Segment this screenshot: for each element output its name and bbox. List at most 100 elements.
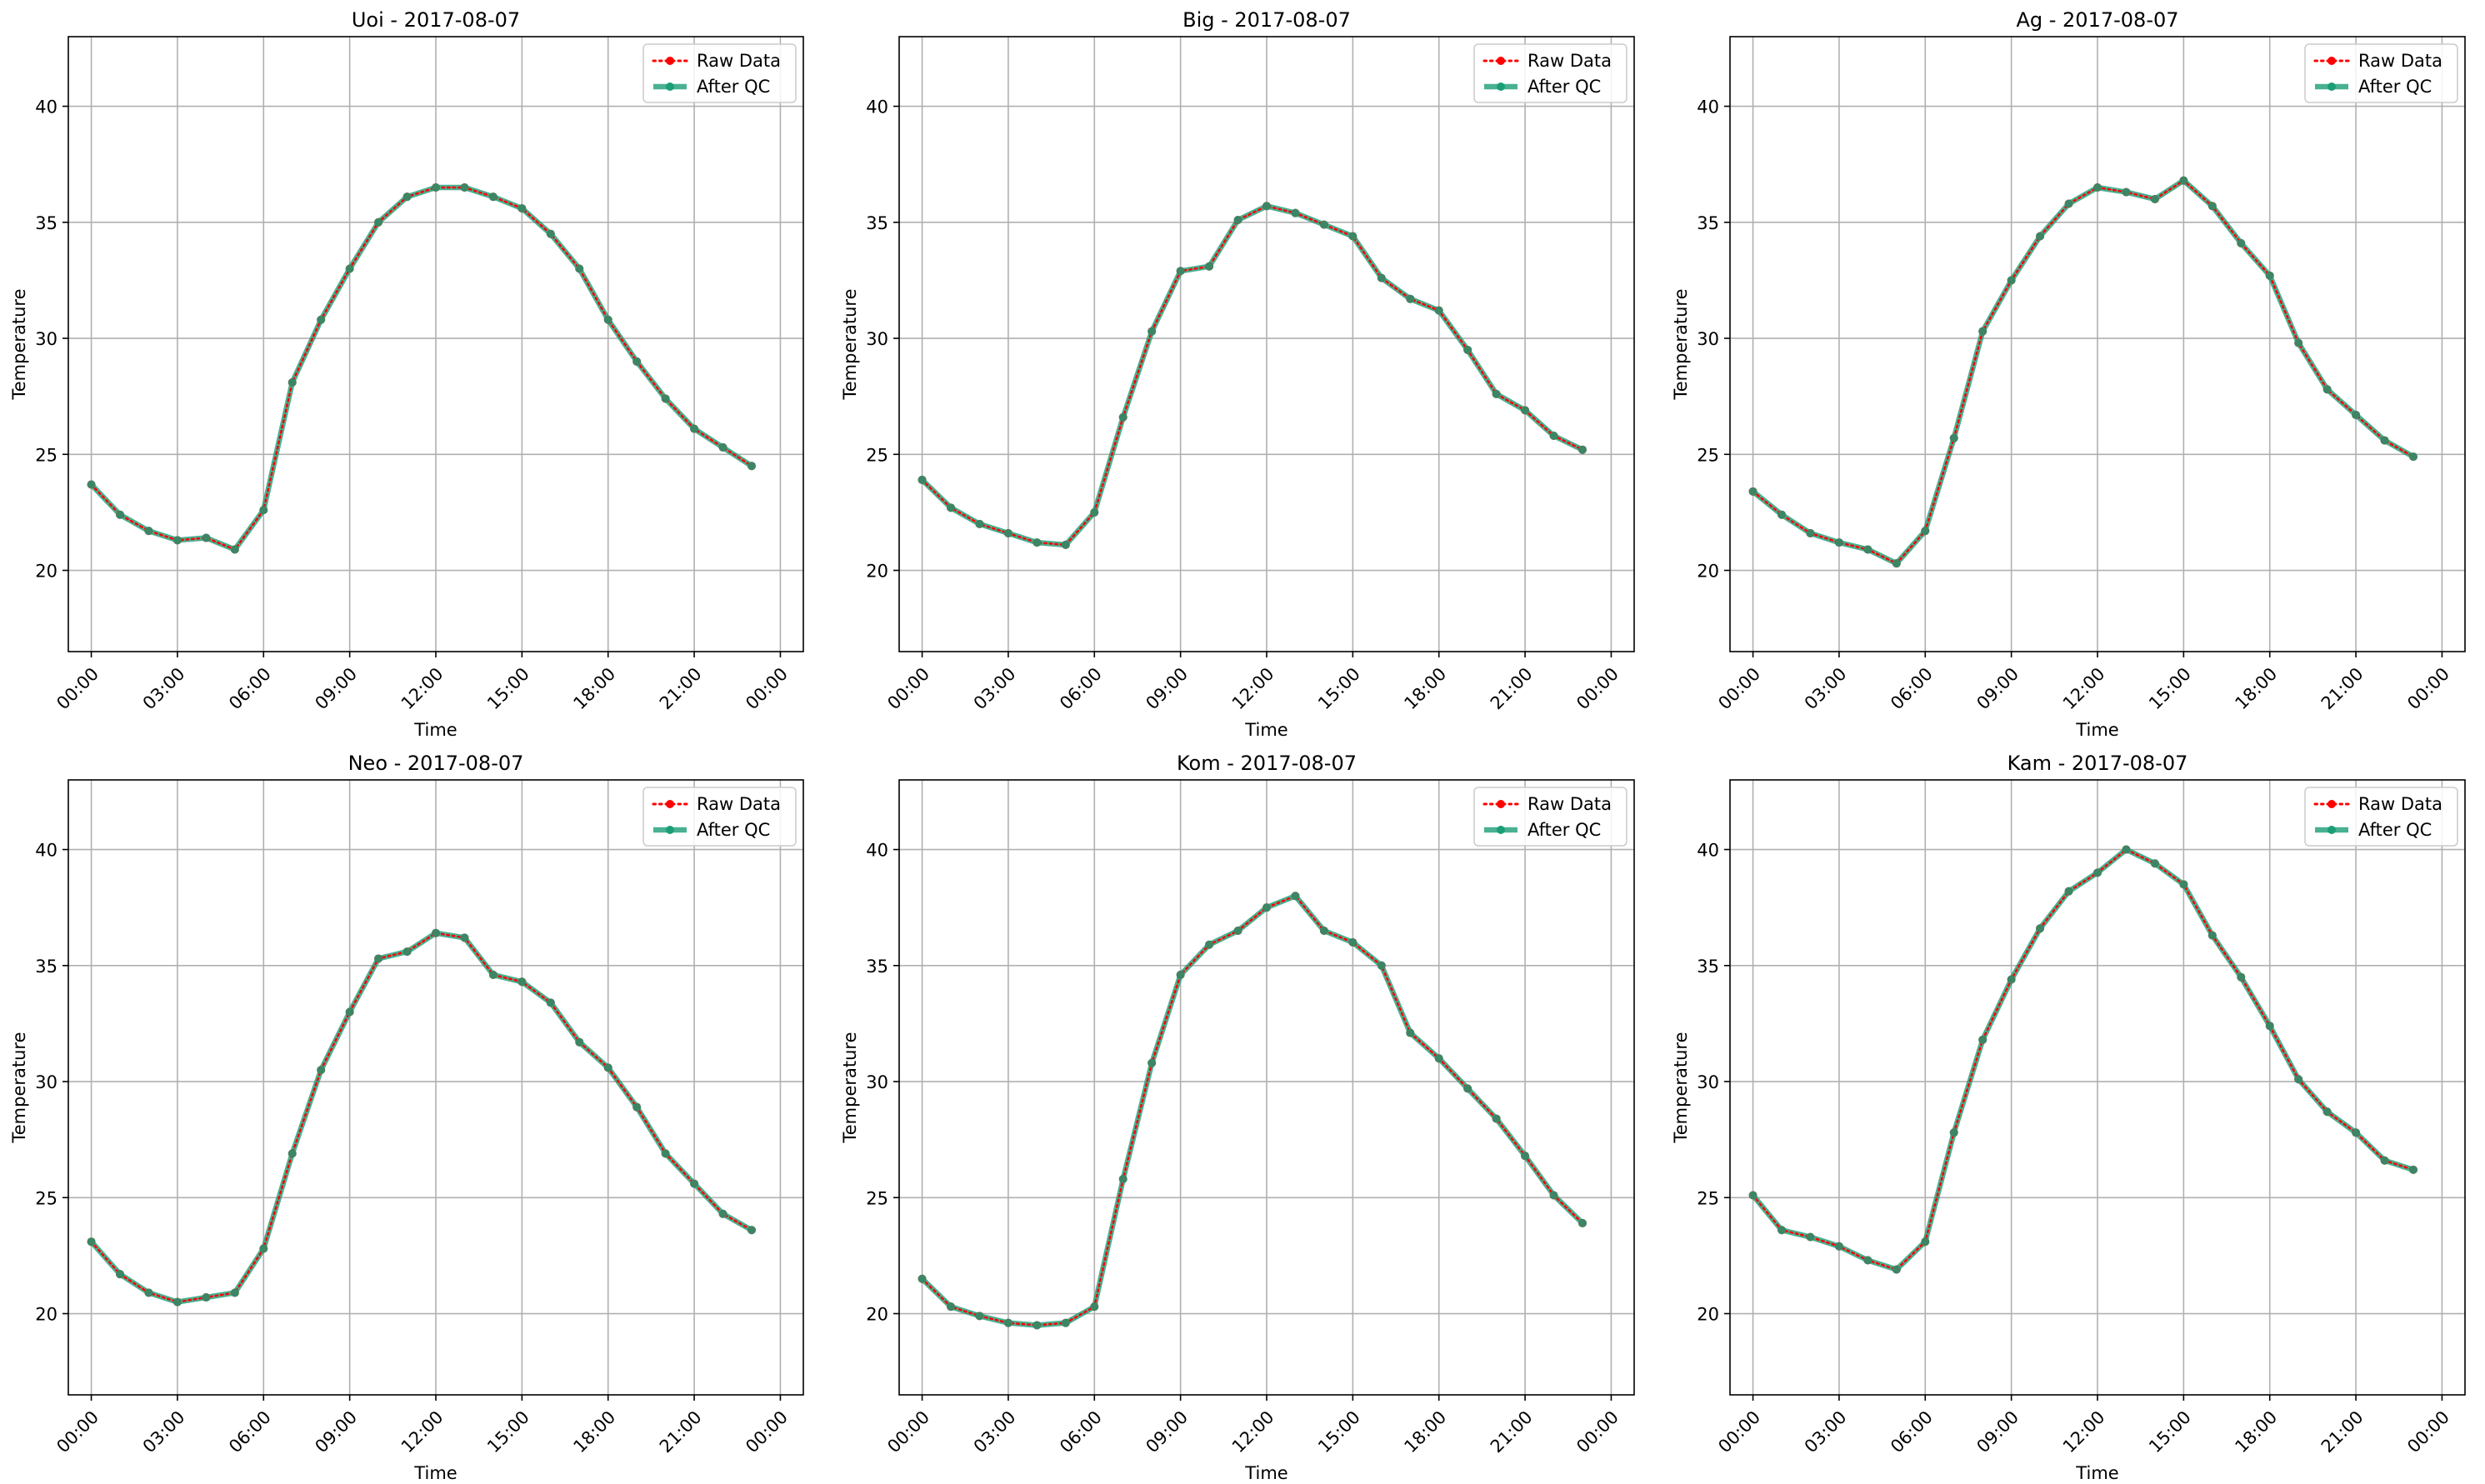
data-point-after-qc — [345, 1007, 354, 1017]
data-point-after-qc — [2122, 845, 2131, 854]
y-tick-label: 25 — [1697, 1188, 1719, 1208]
data-point-after-qc — [1492, 1114, 1501, 1123]
x-tick-label: 03:00 — [139, 664, 189, 714]
x-tick-label: 03:00 — [139, 1407, 189, 1457]
data-point-after-qc — [202, 533, 211, 542]
y-tick-label: 30 — [866, 1072, 888, 1092]
legend-label-raw: Raw Data — [697, 794, 781, 814]
data-point-after-qc — [116, 510, 125, 519]
data-point-after-qc — [1978, 1035, 1988, 1044]
legend-marker-after-qc — [1497, 82, 1505, 91]
y-tick-label: 25 — [866, 445, 888, 465]
data-point-after-qc — [1148, 327, 1157, 336]
data-point-after-qc — [202, 1293, 211, 1302]
y-tick-label: 20 — [35, 1305, 58, 1325]
x-axis-label: Time — [413, 720, 457, 740]
data-point-after-qc — [1834, 538, 1843, 547]
data-point-after-qc — [1949, 433, 1958, 442]
data-point-after-qc — [2237, 238, 2246, 247]
data-point-after-qc — [2352, 1128, 2361, 1137]
data-point-after-qc — [1032, 1321, 1042, 1330]
data-point-after-qc — [661, 394, 670, 403]
legend-label-raw: Raw Data — [1528, 794, 1612, 814]
data-point-after-qc — [2064, 887, 2073, 896]
data-point-after-qc — [460, 183, 469, 192]
data-point-after-qc — [518, 977, 527, 987]
data-point-after-qc — [1748, 487, 1758, 496]
x-tick-label: 09:00 — [1972, 1407, 2022, 1457]
x-tick-label: 09:00 — [1142, 664, 1192, 714]
data-point-after-qc — [1118, 412, 1128, 422]
data-point-after-qc — [1921, 527, 1930, 536]
data-point-after-qc — [2179, 176, 2188, 185]
data-point-after-qc — [2265, 271, 2274, 280]
chart-panel-3: Ag - 2017-08-07 20 25 30 35 40 00:00 03:00 06:00… — [1671, 8, 2466, 740]
series-line-after-qc — [919, 203, 1586, 548]
y-tick-label: 40 — [866, 841, 888, 861]
x-tick-label: 12:00 — [398, 664, 448, 714]
data-point-after-qc — [1834, 1242, 1843, 1251]
y-tick-label: 20 — [866, 562, 888, 582]
data-point-after-qc — [2352, 410, 2361, 419]
chart-panel-4: Neo - 2017-08-07 20 25 30 35 40 00:00 03:00 06:0… — [9, 752, 804, 1483]
data-point-after-qc — [947, 1302, 956, 1312]
data-point-after-qc — [1262, 903, 1271, 912]
data-point-after-qc — [747, 1226, 756, 1235]
y-tick-label: 25 — [866, 1188, 888, 1208]
x-tick-label: 18:00 — [1400, 1407, 1450, 1457]
legend: Raw Data After QC — [2304, 43, 2458, 103]
data-point-after-qc — [1090, 507, 1099, 517]
data-point-after-qc — [2294, 338, 2303, 347]
data-point-after-qc — [1863, 545, 1872, 554]
y-axis-label: Temperature — [840, 1032, 860, 1143]
chart-title: Big - 2017-08-07 — [1182, 8, 1351, 32]
data-point-after-qc — [1233, 927, 1242, 936]
y-tick-label: 30 — [866, 329, 888, 349]
data-point-after-qc — [690, 1179, 699, 1188]
data-point-after-qc — [2093, 183, 2102, 192]
chart-panel-6: Kam - 2017-08-07 20 25 30 35 40 00:00 03:00 06:0… — [1671, 752, 2466, 1483]
y-tick-label: 40 — [866, 97, 888, 117]
legend-label-raw: Raw Data — [1528, 51, 1612, 71]
y-tick-label: 35 — [35, 213, 58, 233]
data-point-after-qc — [230, 1288, 239, 1297]
y-axis-label: Temperature — [9, 1032, 29, 1143]
data-point-after-qc — [259, 506, 268, 515]
y-tick-label: 25 — [35, 445, 58, 465]
data-point-after-qc — [402, 192, 412, 202]
legend-label-after-qc: After QC — [2358, 820, 2432, 840]
chart-title: Kam - 2017-08-07 — [2008, 752, 2188, 775]
chart-panel-5: Kom - 2017-08-07 20 25 30 35 40 00:00 03:00 06:0… — [840, 752, 1635, 1483]
x-tick-label: 15:00 — [2145, 664, 2195, 714]
data-point-after-qc — [2007, 276, 2016, 285]
data-point-after-qc — [2294, 1075, 2303, 1084]
x-tick-label: 21:00 — [2318, 1407, 2368, 1457]
x-tick-label: 18:00 — [1400, 664, 1450, 714]
data-point-after-qc — [1463, 1084, 1472, 1093]
data-point-after-qc — [1921, 1237, 1930, 1247]
chart-title: Neo - 2017-08-07 — [348, 752, 524, 775]
legend: Raw Data After QC — [2304, 787, 2458, 847]
data-point-after-qc — [1578, 1218, 1587, 1227]
series-line-after-qc — [88, 184, 755, 552]
x-tick-label: 06:00 — [225, 664, 275, 714]
data-point-after-qc — [374, 954, 383, 963]
x-tick-label: 00:00 — [742, 664, 792, 714]
data-point-after-qc — [1148, 1058, 1157, 1067]
data-point-after-qc — [1521, 1152, 1530, 1161]
data-point-after-qc — [1978, 327, 1988, 336]
y-tick-label: 20 — [35, 562, 58, 582]
data-point-after-qc — [1233, 216, 1242, 225]
series-line-after-qc — [1750, 177, 2417, 567]
data-point-after-qc — [2208, 202, 2217, 211]
y-tick-label: 35 — [1697, 957, 1719, 977]
data-point-after-qc — [1778, 510, 1787, 519]
data-point-after-qc — [975, 1312, 984, 1321]
data-point-after-qc — [1205, 940, 1214, 949]
y-tick-label: 30 — [1697, 329, 1719, 349]
x-tick-label: 03:00 — [970, 664, 1020, 714]
legend: Raw Data After QC — [1473, 43, 1628, 103]
gridlines — [68, 780, 803, 1395]
data-point-after-qc — [1176, 267, 1185, 276]
